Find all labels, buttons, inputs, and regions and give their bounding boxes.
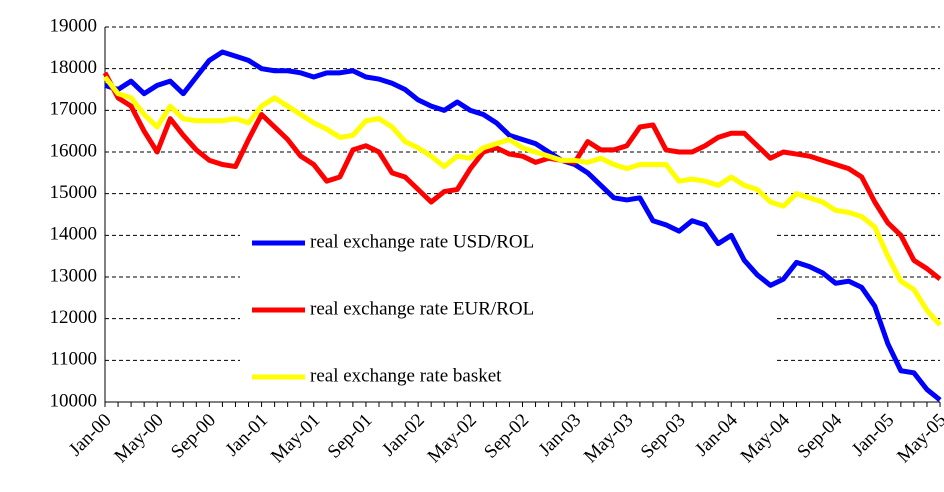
x-tick-label: Jan-01 bbox=[222, 410, 273, 461]
x-tick-label: Sep-00 bbox=[167, 410, 220, 463]
x-tick-label: Jan-04 bbox=[691, 409, 742, 460]
x-tick-label: Sep-02 bbox=[480, 410, 533, 463]
legend-label: real exchange rate EUR/ROL bbox=[310, 298, 534, 319]
y-tick-label: 14000 bbox=[50, 224, 98, 245]
x-tick-label: May-02 bbox=[424, 410, 481, 467]
legend-box bbox=[240, 222, 775, 392]
y-tick-label: 19000 bbox=[50, 15, 98, 36]
x-tick-label: May-00 bbox=[110, 410, 167, 467]
y-tick-label: 12000 bbox=[50, 307, 98, 328]
legend-label: real exchange rate basket bbox=[310, 365, 502, 386]
x-tick-label: May-05 bbox=[893, 410, 944, 467]
x-tick-label: Jan-03 bbox=[535, 410, 586, 461]
legend-label: real exchange rate USD/ROL bbox=[310, 231, 534, 252]
x-tick-label: Jan-05 bbox=[848, 410, 899, 461]
series-line bbox=[102, 71, 942, 282]
x-tick-label: Jan-02 bbox=[378, 410, 429, 461]
series-line bbox=[103, 75, 942, 327]
x-tick-label: May-04 bbox=[737, 409, 795, 467]
x-tick-label: Sep-01 bbox=[324, 410, 377, 463]
x-tick-label: May-01 bbox=[267, 410, 324, 467]
series-line bbox=[104, 49, 942, 402]
x-tick-label: May-03 bbox=[580, 410, 637, 467]
y-tick-label: 18000 bbox=[50, 57, 98, 78]
x-tick-label: Jan-00 bbox=[65, 410, 116, 461]
y-tick-label: 16000 bbox=[50, 140, 98, 161]
y-tick-label: 11000 bbox=[50, 349, 97, 370]
y-tick-label: 15000 bbox=[50, 182, 98, 203]
y-tick-label: 13000 bbox=[50, 265, 98, 286]
y-tick-label: 17000 bbox=[50, 99, 98, 120]
x-tick-label: Sep-04 bbox=[793, 409, 846, 462]
y-tick-label: 10000 bbox=[50, 390, 98, 411]
x-tick-label: Sep-03 bbox=[637, 410, 690, 463]
